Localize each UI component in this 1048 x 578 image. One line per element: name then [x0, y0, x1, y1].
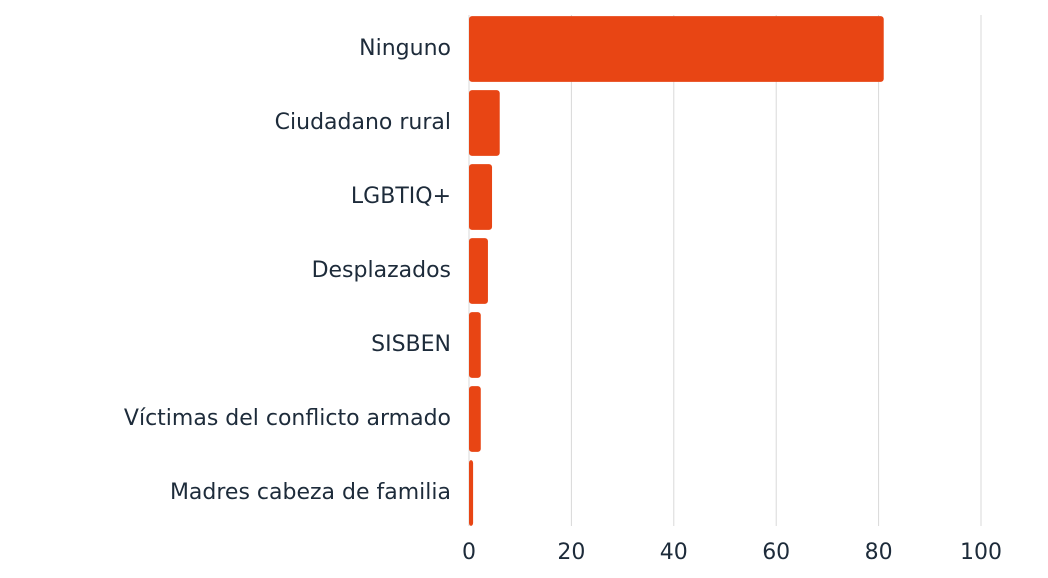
y-tick-label: SISBEN — [371, 332, 451, 357]
y-tick-label: Desplazados — [312, 258, 451, 283]
x-tick-label: 60 — [762, 540, 790, 565]
y-tick-label: LGBTIQ+ — [351, 184, 451, 209]
x-tick-label: 0 — [462, 540, 476, 565]
bar — [469, 90, 500, 156]
y-tick-label: Madres cabeza de familia — [170, 480, 451, 505]
bar — [469, 238, 488, 304]
y-tick-label: Ninguno — [359, 36, 451, 61]
bar — [469, 16, 884, 82]
x-tick-label: 40 — [660, 540, 688, 565]
y-tick-label: Ciudadano rural — [275, 110, 451, 135]
bar — [469, 312, 481, 378]
bar — [469, 460, 474, 526]
bar — [469, 386, 481, 452]
x-tick-label: 20 — [557, 540, 585, 565]
bar — [469, 164, 493, 230]
y-tick-label: Víctimas del conflicto armado — [124, 406, 451, 431]
x-tick-label: 80 — [865, 540, 893, 565]
x-tick-label: 100 — [960, 540, 1002, 565]
